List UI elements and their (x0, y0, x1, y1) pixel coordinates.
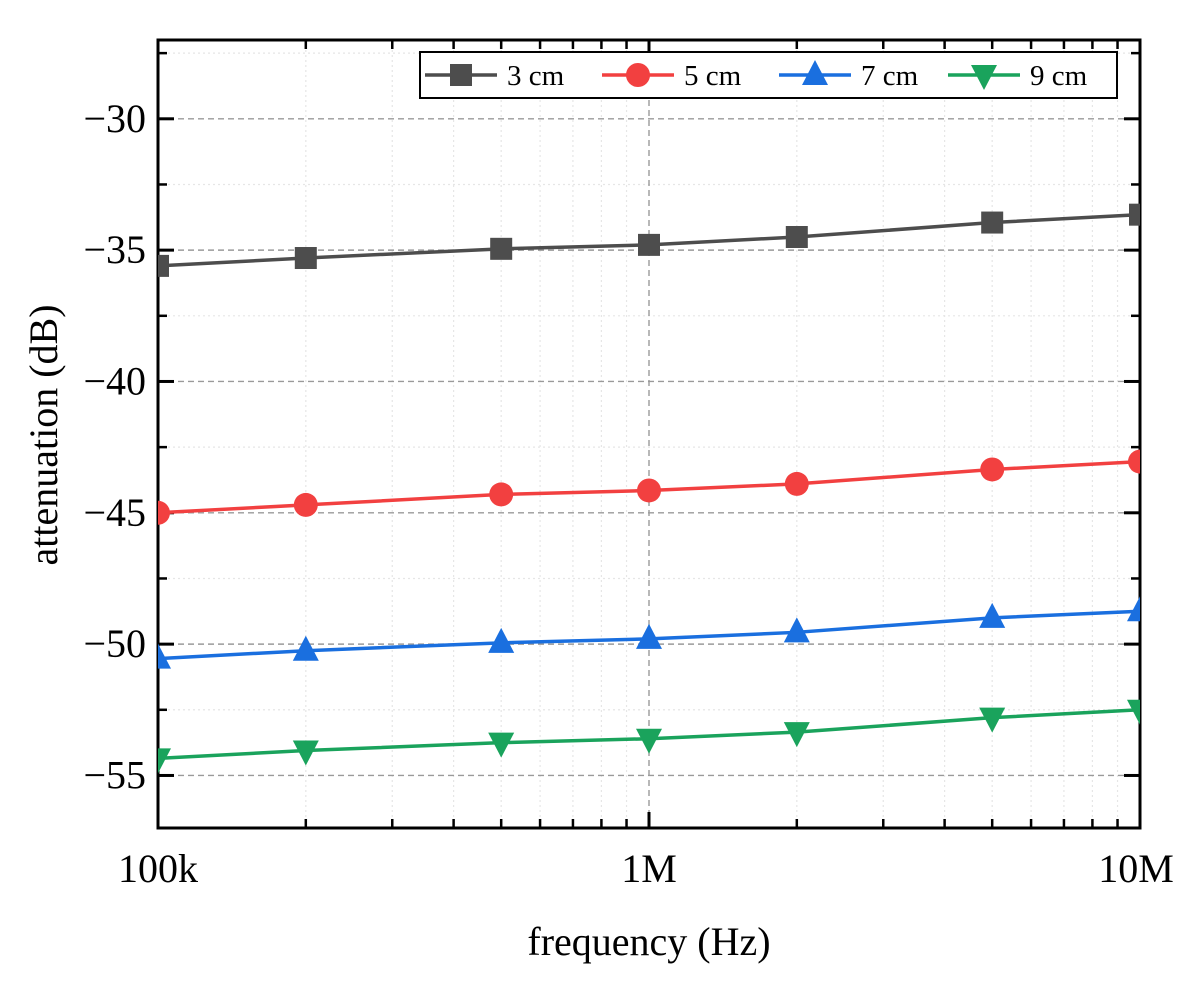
y-tick-label: −50 (83, 621, 146, 666)
y-tick-label: −45 (83, 490, 146, 535)
series-7-cm (158, 596, 1140, 669)
data-point (636, 728, 662, 754)
data-point (294, 247, 317, 270)
data-point (293, 492, 318, 517)
data-point (158, 748, 171, 774)
data-point (638, 233, 660, 256)
series-5-cm (158, 449, 1140, 525)
x-axis-title: frequency (Hz) (527, 919, 770, 964)
data-point (980, 457, 1005, 482)
data-point (488, 732, 515, 758)
data-point (979, 707, 1006, 733)
legend-marker (450, 64, 472, 86)
data-point (784, 471, 809, 496)
data-point (981, 211, 1004, 234)
series-3-cm (158, 203, 1140, 277)
y-tick-label: −55 (83, 752, 146, 797)
legend-label: 5 cm (684, 60, 742, 92)
legend-label: 3 cm (507, 60, 565, 92)
legend-label: 9 cm (1030, 60, 1088, 92)
y-tick-label: −35 (83, 227, 146, 272)
legend-marker (626, 63, 650, 87)
data-point (1129, 203, 1140, 226)
data-point (158, 643, 171, 669)
y-tick-label: −40 (83, 358, 146, 403)
data-point (1127, 699, 1140, 725)
data-point (158, 254, 169, 277)
legend-item: 5 cm (602, 60, 742, 92)
x-tick-label: 10M (1098, 846, 1174, 891)
legend-marker (971, 65, 997, 90)
x-tick-label: 1M (621, 846, 677, 891)
data-point (637, 478, 661, 503)
data-point (488, 627, 515, 653)
y-tick-label: −30 (83, 96, 146, 141)
data-point (785, 226, 808, 248)
x-tick-label: 100k (118, 846, 198, 891)
data-point (489, 482, 514, 507)
series-9-cm (158, 699, 1140, 774)
axes-layer: 100k 1M 10M −30 −35 −40 −45 −50 −55 (83, 38, 1174, 891)
y-axis-title: attenuation (dB) (21, 304, 66, 565)
data-point (783, 617, 810, 643)
legend-item: 9 cm (948, 60, 1088, 92)
data-point (783, 722, 810, 748)
data-point (292, 740, 319, 766)
legend: 3 cm 5 cm 7 cm 9 cm (419, 51, 1118, 99)
series-layer (158, 203, 1140, 774)
legend-marker (802, 60, 828, 85)
data-point (979, 602, 1006, 628)
legend-item: 7 cm (779, 60, 919, 92)
legend-item: 3 cm (425, 60, 565, 92)
legend-label: 7 cm (861, 60, 919, 92)
data-point (1128, 449, 1140, 474)
data-point (292, 635, 319, 661)
data-point (1127, 596, 1140, 622)
data-point (158, 500, 170, 525)
data-point (490, 237, 513, 260)
data-point (636, 623, 662, 649)
